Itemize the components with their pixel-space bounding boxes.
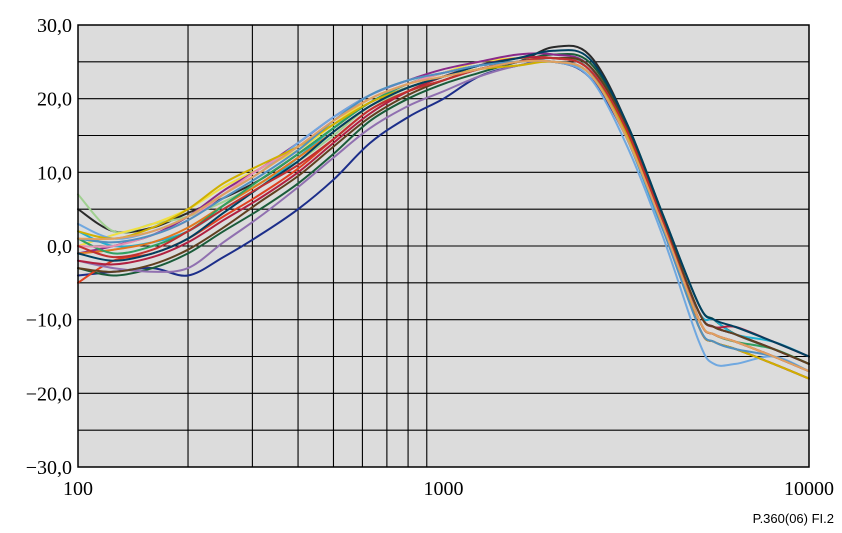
y-tick-label: 30,0 (37, 15, 72, 37)
y-tick-label: 20,0 (37, 89, 72, 111)
figure-reference: P.360(06) FI.2 (752, 511, 834, 526)
y-tick-label: −10,0 (26, 310, 72, 332)
plot-frame (77, 24, 810, 468)
x-tick-labels: 100 1000 10000 (63, 478, 834, 500)
series-lines (77, 44, 810, 380)
y-tick-label: 0,0 (47, 236, 72, 258)
x-tick-label: 10000 (784, 478, 834, 500)
y-tick-label: 10,0 (37, 162, 72, 184)
y-tick-label: −30,0 (26, 457, 72, 479)
series-line-20 (77, 59, 810, 373)
y-tick-labels: 30,0 20,0 10,0 0,0 −10,0 −20,0 −30,0 (26, 15, 72, 479)
x-tick-label: 100 (63, 478, 93, 500)
x-tick-label: 1000 (424, 478, 464, 500)
series-line-19 (77, 59, 810, 373)
y-tick-label: −20,0 (26, 383, 72, 405)
